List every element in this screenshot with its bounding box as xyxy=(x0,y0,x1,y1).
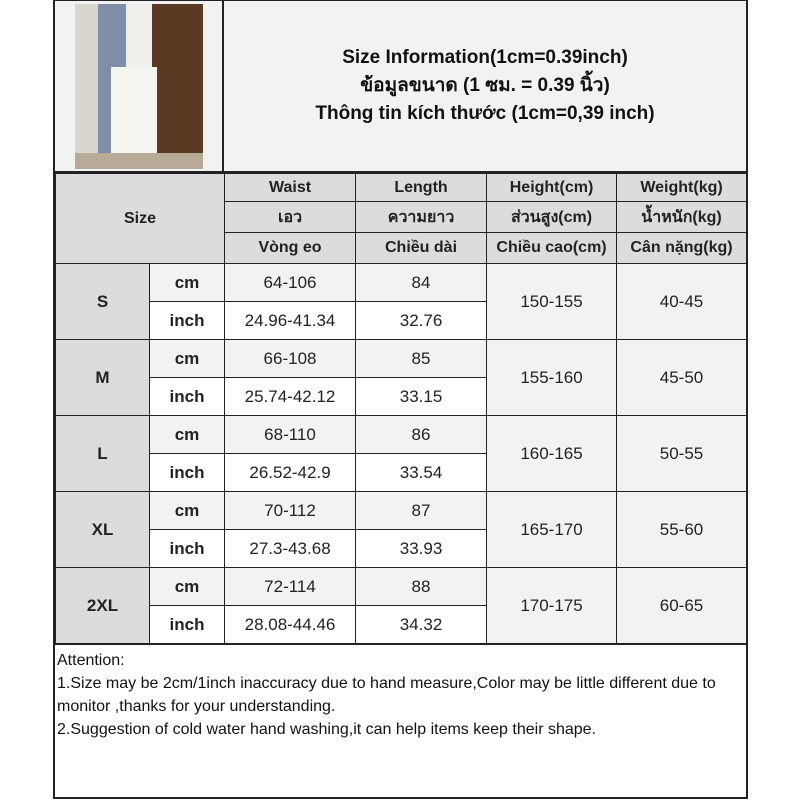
waist-cm: 68-110 xyxy=(224,415,357,454)
size-table: Size Waist Length Height(cm) Weight(kg) เอว คว… xyxy=(54,173,748,644)
product-photo xyxy=(75,4,203,169)
column-header: Length xyxy=(355,173,488,202)
divider xyxy=(222,1,224,171)
column-header: Chiều dài xyxy=(355,232,488,264)
size-header: Size xyxy=(54,173,226,264)
table-row: XL cm 70-112 87 165-170 55-60 xyxy=(55,491,748,568)
table-row: S cm 64-106 84 150-155 40-45 xyxy=(55,263,748,340)
column-header: ความยาว xyxy=(355,201,488,233)
column-header: น้ำหนัก(kg) xyxy=(616,201,748,233)
height-range: 165-170 xyxy=(486,491,618,568)
unit-inch: inch xyxy=(148,301,226,340)
table-row: M cm 66-108 85 155-160 45-50 xyxy=(55,339,748,416)
unit-inch: inch xyxy=(148,529,226,568)
length-inch: 33.15 xyxy=(355,377,488,416)
length-inch: 32.76 xyxy=(355,301,488,340)
column-header: Cân nặng(kg) xyxy=(616,232,748,264)
height-range: 155-160 xyxy=(486,339,618,416)
length-cm: 85 xyxy=(355,339,488,378)
waist-cm: 64-106 xyxy=(224,263,357,302)
unit-cm: cm xyxy=(148,567,226,606)
table-row: inch 24.96-41.34 32.76 xyxy=(56,301,747,340)
size-label: M xyxy=(55,339,150,416)
unit-inch: inch xyxy=(148,453,226,492)
waist-cm: 70-112 xyxy=(224,491,357,530)
waist-inch: 28.08-44.46 xyxy=(224,605,357,644)
waist-inch: 24.96-41.34 xyxy=(224,301,357,340)
unit-cm: cm xyxy=(148,491,226,530)
length-inch: 34.32 xyxy=(355,605,488,644)
unit-cm: cm xyxy=(148,263,226,302)
size-label: 2XL xyxy=(55,567,150,644)
table-row: 2XL cm 72-114 88 170-175 60-65 xyxy=(55,567,748,644)
length-inch: 33.93 xyxy=(355,529,488,568)
size-chart: Size Information(1cm=0.39inch) ข้อมูลขนา… xyxy=(53,0,748,799)
title-thai: ข้อมูลขนาด (1 ซม. = 0.39 นิ้ว) xyxy=(360,75,610,96)
column-header: Chiều cao(cm) xyxy=(486,232,618,264)
title-english: Size Information(1cm=0.39inch) xyxy=(342,47,628,68)
header-row: Size Waist Length Height(cm) Weight(kg) xyxy=(54,173,748,264)
waist-cm: 72-114 xyxy=(224,567,357,606)
title-block: Size Information(1cm=0.39inch) ข้อมูลขนา… xyxy=(224,1,746,171)
waist-inch: 27.3-43.68 xyxy=(224,529,357,568)
table-row: inch 27.3-43.68 33.93 xyxy=(56,529,747,568)
length-inch: 33.54 xyxy=(355,453,488,492)
waist-inch: 25.74-42.12 xyxy=(224,377,357,416)
unit-cm: cm xyxy=(148,339,226,378)
weight-range: 60-65 xyxy=(616,567,748,644)
waist-cm: 66-108 xyxy=(224,339,357,378)
height-range: 170-175 xyxy=(486,567,618,644)
unit-inch: inch xyxy=(148,377,226,416)
note-item: 2.Suggestion of cold water hand washing,… xyxy=(57,721,596,738)
size-label: XL xyxy=(55,491,150,568)
attention-notes: Attention: 1.Size may be 2cm/1inch inacc… xyxy=(55,644,746,745)
notes-heading: Attention: xyxy=(57,652,125,669)
header-row: เอว ความยาว ส่วนสูง(cm) น้ำหนัก(kg) xyxy=(56,201,748,233)
weight-range: 45-50 xyxy=(616,339,748,416)
waist-inch: 26.52-42.9 xyxy=(224,453,357,492)
length-cm: 87 xyxy=(355,491,488,530)
size-label: S xyxy=(55,263,150,340)
column-header: Height(cm) xyxy=(486,173,618,202)
table-row: L cm 68-110 86 160-165 50-55 xyxy=(55,415,748,492)
unit-cm: cm xyxy=(148,415,226,454)
column-header: ส่วนสูง(cm) xyxy=(486,201,618,233)
height-range: 160-165 xyxy=(486,415,618,492)
size-label: L xyxy=(55,415,150,492)
table-row: inch 28.08-44.46 34.32 xyxy=(56,605,747,644)
title-area: Size Information(1cm=0.39inch) ข้อมูลขนา… xyxy=(55,1,746,173)
column-header: Waist xyxy=(224,173,357,202)
column-header: Weight(kg) xyxy=(616,173,748,202)
header-row: Vòng eo Chiều dài Chiều cao(cm) Cân nặng(kg… xyxy=(56,232,748,264)
table-row: inch 26.52-42.9 33.54 xyxy=(56,453,747,492)
weight-range: 50-55 xyxy=(616,415,748,492)
length-cm: 86 xyxy=(355,415,488,454)
length-cm: 88 xyxy=(355,567,488,606)
height-range: 150-155 xyxy=(486,263,618,340)
note-item: 1.Size may be 2cm/1inch inaccuracy due t… xyxy=(57,675,716,715)
column-header: Vòng eo xyxy=(224,232,357,264)
unit-inch: inch xyxy=(148,605,226,644)
title-vietnamese: Thông tin kích thước (1cm=0,39 inch) xyxy=(315,103,655,124)
length-cm: 84 xyxy=(355,263,488,302)
weight-range: 55-60 xyxy=(616,491,748,568)
weight-range: 40-45 xyxy=(616,263,748,340)
column-header: เอว xyxy=(224,201,357,233)
